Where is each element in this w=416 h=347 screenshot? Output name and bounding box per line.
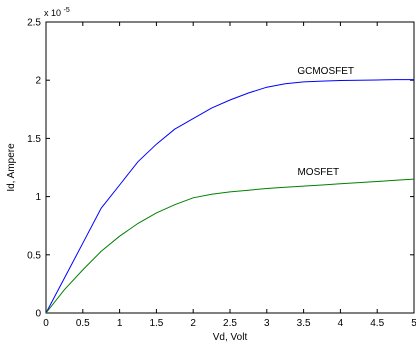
x-tick-label: 3.5: [297, 318, 311, 329]
plot-frame: [45, 21, 415, 314]
x-tick-label: 1: [117, 318, 123, 329]
x-tick-label: 1.5: [149, 318, 163, 329]
y-tick-label: 2: [35, 76, 41, 87]
x-tick-label: 2: [190, 318, 196, 329]
series-labels: GCMOSFET MOSFET: [297, 66, 354, 178]
y-tick-label: 1: [35, 192, 41, 203]
y-axis-exponent: x 10 -5: [44, 7, 70, 18]
y-tick-label: 0: [35, 309, 41, 320]
y-axis-exponent-base: x 10: [44, 8, 61, 18]
x-tick-label: 3: [264, 318, 270, 329]
x-tick-label: 0.5: [76, 318, 90, 329]
y-axis-exponent-power: -5: [64, 7, 70, 14]
series-line-gcmosfet: [45, 79, 414, 314]
y-tick-label: 2.5: [27, 18, 41, 29]
series-lines: [45, 79, 415, 314]
x-tick-label: 5: [411, 318, 416, 329]
x-axis-ticks: 0 0.5 1 1.5 2 2.5 3 3.5 4 4.5 5: [43, 22, 416, 329]
x-tick-label: 2.5: [223, 318, 237, 329]
series-line-mosfet: [45, 178, 415, 314]
y-axis-ticks: 0 0.5 1 1.5 2 2.5: [27, 18, 414, 320]
series-label-gcmosfet: GCMOSFET: [297, 66, 354, 77]
x-tick-label: 4.5: [370, 318, 384, 329]
y-tick-label: 1.5: [27, 134, 41, 145]
y-axis-label: Id, Ampere: [6, 143, 17, 192]
x-tick-label: 0: [43, 318, 49, 329]
axes: [45, 21, 415, 314]
x-axis-label: Vd, Volt: [213, 332, 248, 343]
series-label-mosfet: MOSFET: [297, 167, 339, 178]
y-tick-label: 0.5: [27, 250, 41, 261]
x-tick-label: 4: [338, 318, 344, 329]
